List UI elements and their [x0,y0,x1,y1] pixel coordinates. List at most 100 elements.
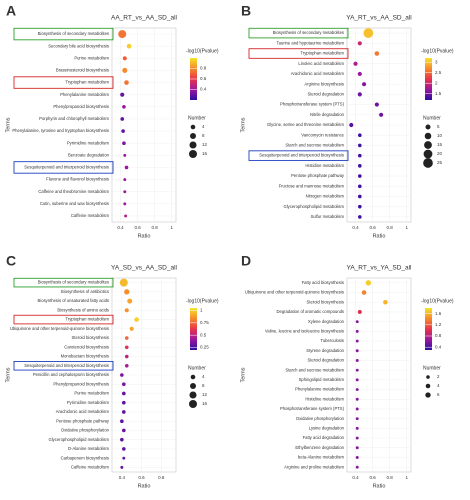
bubble [357,184,362,189]
bubble [124,165,129,170]
bubble [118,30,127,39]
colorbar [190,308,197,350]
bubble [120,437,124,442]
size-key-label: 4 [202,374,205,379]
y-tick-label: Arachidonic acid metabolism [56,409,110,414]
colorbar-tick-label: 1.2 [435,322,442,327]
size-key [189,150,197,158]
bubble [129,326,134,331]
y-tick-label: Ubiquinone and other terpenoid-quinone b… [245,290,344,295]
size-key-label: 12 [202,142,208,147]
panel-title: YA_RT_vs_AA_SD_all [346,15,412,22]
y-tick-label: Steroid degradation [307,91,344,96]
colorbar-tick-label: 1.6 [435,311,442,316]
bubble [361,82,367,87]
panel-label: A [6,3,16,19]
color-legend-title: -log10(Pvalue) [421,298,454,304]
bubble [379,112,384,117]
y-tick-label: Phenylpropanoid biosynthesis [53,381,109,386]
y-tick-label: Sesquiterpenoid and triterpenoid biosynt… [24,165,109,170]
bubble [353,61,358,66]
y-tick-label: Vancomycin resistance [301,132,344,137]
size-key-label: 16 [202,151,208,156]
bubble [122,391,126,396]
bubble [357,215,362,219]
colorbar-tick-label: 0.5 [200,332,207,337]
colorbar [425,308,432,350]
size-key [189,391,197,399]
y-tick-label: Glycerophospholipid metabolism [283,204,344,209]
highlight-box [248,48,349,59]
bubble [355,368,359,372]
bubble [374,102,379,107]
y-tick-label: Histidine metabolism [305,163,344,168]
y-tick-label: Purine metabolism [74,391,109,396]
bubble [355,378,359,382]
y-tick-label: Sphingolipid metabolism [299,377,345,382]
bubble [124,80,129,85]
bubble [122,56,127,61]
size-key [425,383,431,389]
y-axis-label: Terms [240,117,246,132]
bubble [355,397,359,401]
y-tick-label: Styrene degradation [306,348,344,353]
bubble [357,41,362,46]
y-tick-label: Nitrogen metabolism [306,194,345,199]
y-tick-label: Phenylalanine metabolism [295,387,344,392]
bubble [122,410,126,414]
y-tick-label: Steroid biosynthesis [72,335,109,340]
colorbar-tick-label: 2.5 [435,70,442,75]
bubble [355,407,359,411]
y-tick-label: Sulfur metabolism [310,214,344,219]
y-axis-label: Terms [240,367,246,382]
bubble [120,92,125,97]
bubble [357,133,362,138]
y-tick-label: Sesquiterpenoid and triterpenoid biosynt… [259,153,344,158]
y-tick-label: Carbapenem biosynthesis [61,455,109,460]
x-axis-label: Ratio [138,483,151,489]
colorbar-tick-label: 2 [435,80,438,85]
bubble [357,309,362,315]
y-tick-label: Ubiquinone and other terpenoid-quinone b… [10,326,109,331]
bubble [123,190,127,194]
size-legend-title: Number [188,365,206,371]
bubble [355,320,359,324]
x-tick-label: 0.4 [117,225,124,230]
y-axis-label: Terms [5,117,11,132]
y-tick-label: Lysine degradation [309,425,345,430]
bubble [357,164,362,168]
bubble [124,363,129,368]
size-key [189,400,197,408]
size-legend-title: Number [423,115,441,121]
bubble [120,419,124,423]
x-tick-label: 1 [405,225,408,230]
size-key-label: 25 [437,160,443,165]
bubble [355,388,359,391]
panel-title: AA_RT_vs_AA_SD_all [111,15,178,22]
colorbar-tick-label: 0.6 [200,76,207,81]
y-tick-label: Caffeine metabolism [71,464,110,469]
y-tick-label: Oxidative phosphorylation [296,416,345,421]
bubble [122,428,126,433]
y-tick-label: Purine metabolism [74,55,109,60]
size-key-label: 15 [437,142,443,147]
y-tick-label: Tuberculosis [320,338,344,343]
size-key [189,132,197,140]
highlight-box [13,314,114,325]
y-tick-label: Fatty acid degradation [303,435,345,440]
bubble [357,143,362,148]
bubble [124,308,129,313]
bubble [365,280,372,286]
bubble [357,153,362,158]
bubble [123,178,127,182]
y-tick-label: Pyrimidine metabolism [67,140,110,145]
panel-label: D [241,253,251,269]
y-tick-label: Phenylalanine, tyrosine and tryptophan b… [12,128,109,133]
bubble [355,339,359,343]
bubble [363,28,374,38]
y-tick-label: Valine, leucine and isoleucine biosynthe… [265,328,344,333]
bubble [120,373,124,377]
size-key [423,149,433,159]
y-tick-label: Biosynthesis of secondary metabolites [38,31,109,36]
y-tick-label: beta-Alanine metabolism [298,455,345,460]
